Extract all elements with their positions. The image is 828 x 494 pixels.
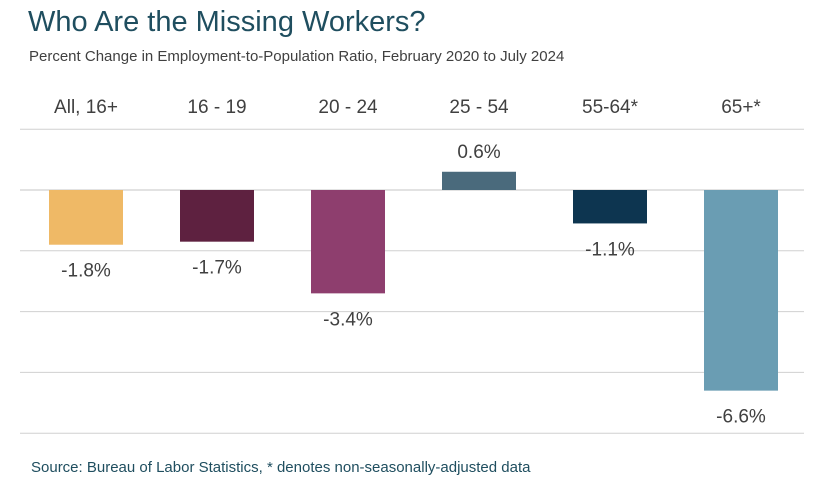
source-note: Source: Bureau of Labor Statistics, * de… [31, 459, 531, 476]
value-labels: -1.8% -1.7% -3.4% 0.6% -1.1% -6.6% [61, 142, 766, 428]
category-label: 16 - 19 [187, 97, 246, 118]
bar [49, 190, 123, 245]
category-label: All, 16+ [54, 97, 118, 118]
category-label: 25 - 54 [449, 97, 509, 118]
bar [704, 190, 778, 391]
data-label: -1.8% [61, 261, 111, 282]
chart-subtitle: Percent Change in Employment-to-Populati… [29, 48, 565, 65]
category-label: 55-64* [582, 97, 639, 118]
data-label: -1.1% [585, 239, 635, 260]
category-labels: All, 16+ 16 - 19 20 - 24 25 - 54 55-64* 65+* [54, 97, 761, 118]
category-label: 20 - 24 [318, 97, 378, 118]
bars [49, 171, 778, 391]
data-label: -3.4% [323, 309, 373, 330]
gridlines [20, 128, 804, 434]
bar [311, 190, 385, 294]
bar [442, 171, 516, 190]
category-label: 65+* [721, 97, 761, 118]
data-label: 0.6% [457, 142, 500, 163]
data-label: -6.6% [716, 407, 766, 428]
chart-title: Who Are the Missing Workers? [28, 6, 426, 38]
bar [573, 190, 647, 224]
bar [180, 190, 254, 242]
data-label: -1.7% [192, 258, 242, 279]
